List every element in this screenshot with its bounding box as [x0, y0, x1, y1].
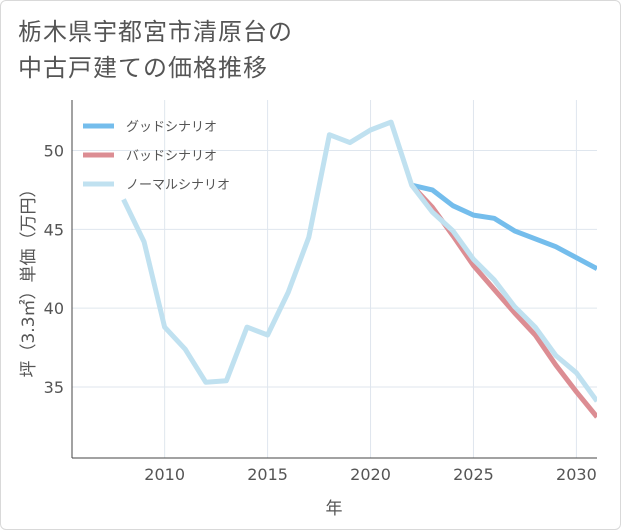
- x-axis-title: 年: [326, 499, 343, 519]
- x-tick-label: 2030: [556, 465, 597, 484]
- chart-title-line-2: 中古戸建ての価格推移: [18, 54, 268, 82]
- chart-title-line-1: 栃木県宇都宮市清原台の: [18, 18, 293, 46]
- y-tick-label: 45: [44, 220, 64, 239]
- axes: 年 坪（3.3㎡）単価（万円） 2010 2015 2020 2025 2030 35 40…: [19, 100, 597, 519]
- x-tick-label: 2010: [144, 465, 185, 484]
- x-tick-label: 2015: [247, 465, 288, 484]
- x-tick-label: 2020: [350, 465, 391, 484]
- series-lines: [121, 119, 597, 419]
- legend-label-good: グッドシナリオ: [126, 120, 217, 135]
- x-tick-label: 2025: [453, 465, 494, 484]
- chart-title: 栃木県宇都宮市清原台の 中古戸建ての価格推移: [18, 14, 293, 86]
- series-line-normal: [121, 119, 597, 403]
- y-tick-label: 35: [44, 378, 64, 397]
- y-axis-title: 坪（3.3㎡）単価（万円）: [19, 180, 39, 377]
- legend-label-bad: バッドシナリオ: [126, 149, 217, 164]
- series-line-good: [411, 182, 597, 271]
- y-tick-label: 40: [44, 299, 64, 318]
- legend-label-normal: ノーマルシナリオ: [126, 178, 230, 193]
- y-tick-label: 50: [44, 141, 64, 160]
